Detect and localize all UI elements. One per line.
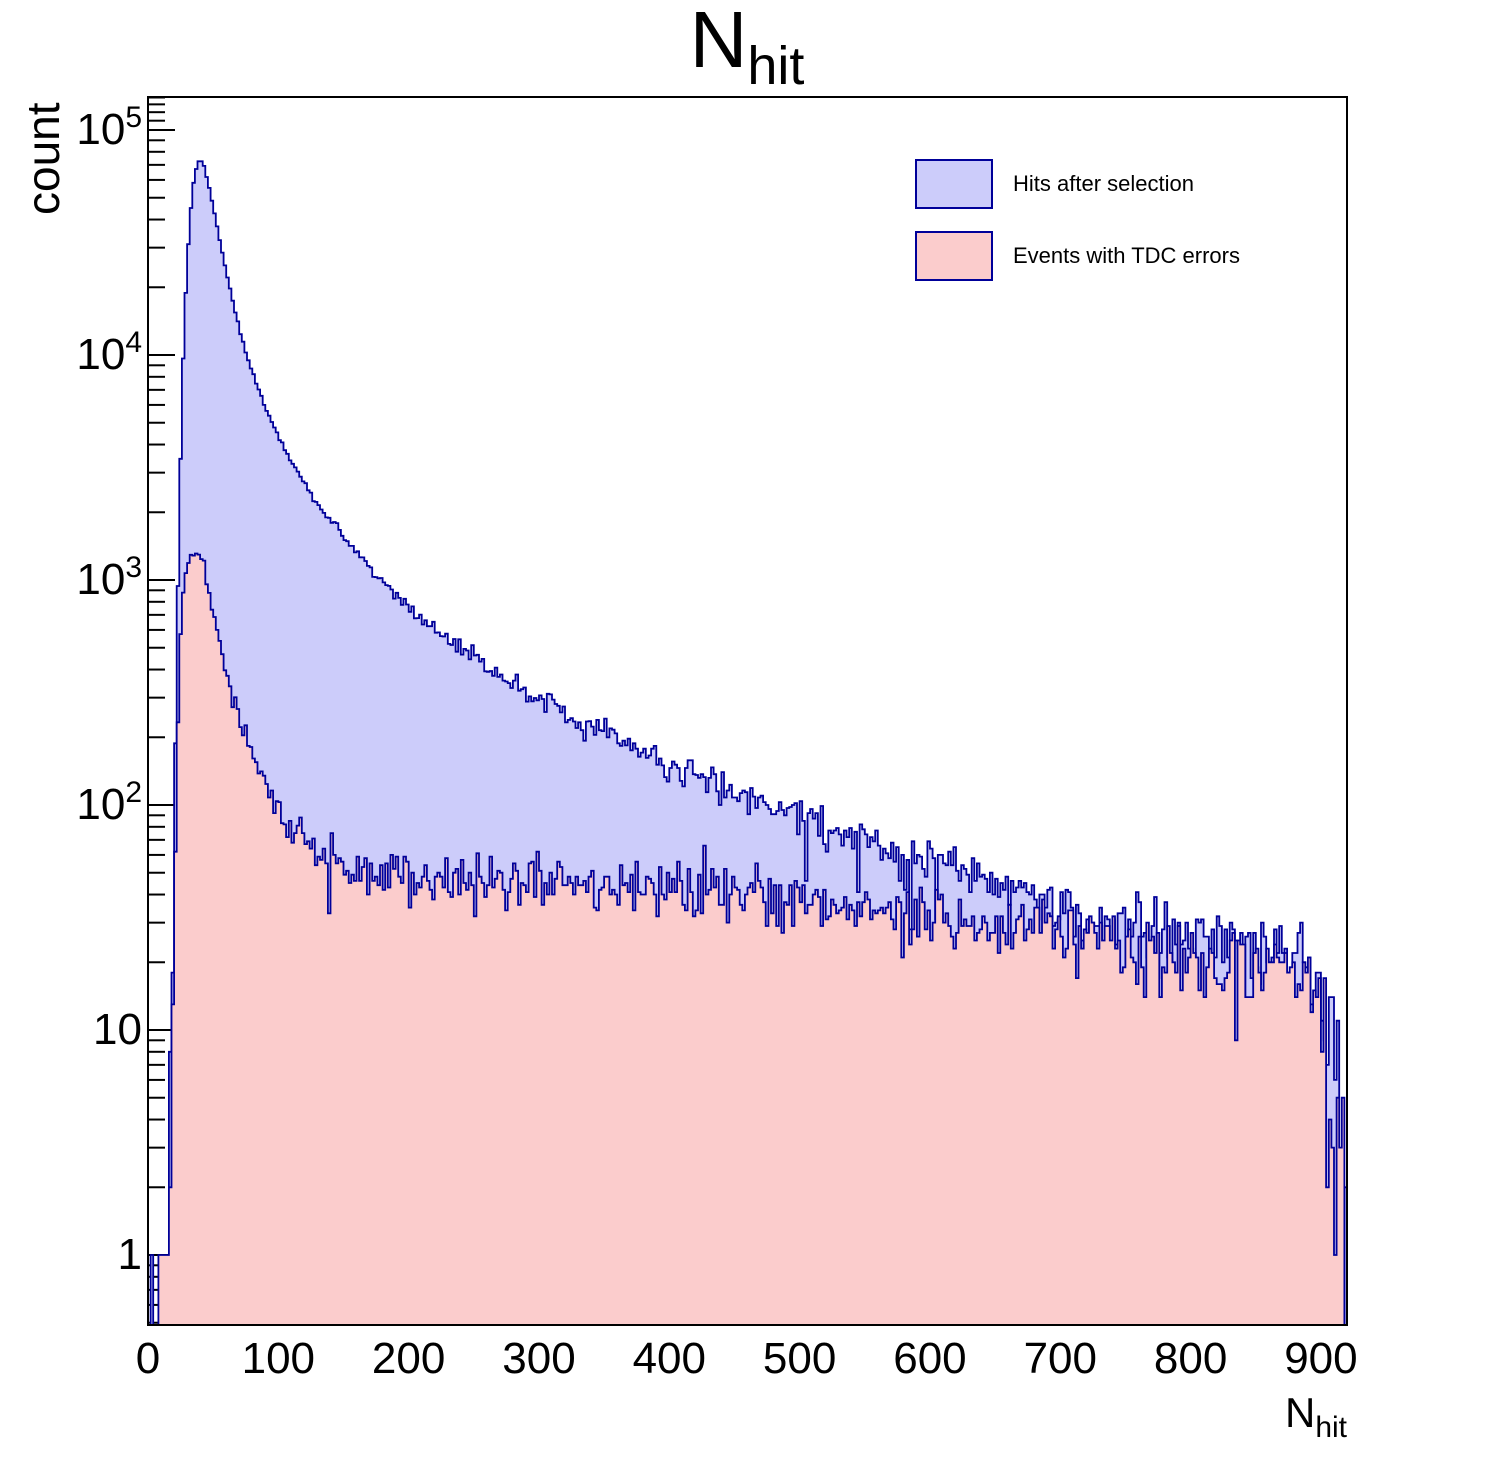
legend-swatch-pink xyxy=(915,231,993,281)
y-tick-label: 105 xyxy=(76,100,142,154)
legend-swatch-blue xyxy=(915,159,993,209)
x-axis-label: Nhit xyxy=(1284,1389,1347,1443)
plot-frame xyxy=(147,96,1348,1326)
legend-label: Events with TDC errors xyxy=(1013,242,1240,268)
chart-title-subscript: hit xyxy=(747,36,805,97)
chart-title: Nhit xyxy=(690,0,805,93)
histogram-events-with-tdc-errors xyxy=(148,552,1347,1326)
x-tick-label: 600 xyxy=(893,1334,967,1383)
x-axis-label-subscript: hit xyxy=(1315,1410,1347,1444)
x-tick-label: 0 xyxy=(135,1334,161,1383)
x-tick-label: 900 xyxy=(1284,1334,1358,1383)
x-tick-label: 800 xyxy=(1153,1334,1228,1383)
x-tick-label: 300 xyxy=(502,1334,576,1383)
legend-label: Hits after selection xyxy=(1013,170,1194,196)
y-tick-label: 102 xyxy=(76,775,142,829)
y-tick-label: 1 xyxy=(117,1230,142,1279)
y-tick-label: 10 xyxy=(93,1005,142,1054)
y-tick-label: 103 xyxy=(76,550,142,604)
legend-item-hits-after-selection: Hits after selection xyxy=(915,159,1240,209)
x-tick-label: 100 xyxy=(241,1334,316,1383)
legend-item-events-with-tdc-errors: Events with TDC errors xyxy=(915,231,1240,281)
x-axis-label-main: N xyxy=(1284,1389,1316,1436)
chart-title-main: N xyxy=(689,0,748,84)
legend: Hits after selection Events with TDC err… xyxy=(915,159,1240,303)
y-tick-label: 104 xyxy=(76,325,142,379)
x-tick-label: 200 xyxy=(371,1334,446,1383)
x-tick-label: 400 xyxy=(632,1334,706,1383)
x-tick-label: 500 xyxy=(762,1334,837,1383)
x-tick-label: 700 xyxy=(1023,1334,1097,1383)
